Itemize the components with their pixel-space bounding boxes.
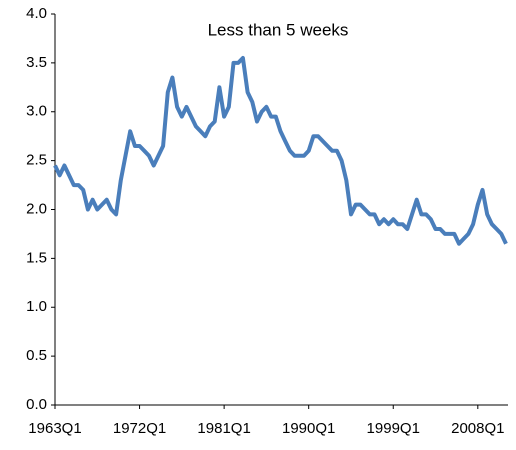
y-tick-label: 2.0 bbox=[26, 200, 47, 217]
y-tick-label: 2.5 bbox=[26, 152, 47, 169]
y-tick-label: 4.0 bbox=[26, 5, 47, 22]
y-tick-label: 3.0 bbox=[26, 103, 47, 120]
y-tick-label: 0.0 bbox=[26, 396, 47, 413]
x-tick-label: 1999Q1 bbox=[367, 420, 420, 437]
y-tick-label: 1.0 bbox=[26, 298, 47, 315]
data-line bbox=[53, 56, 508, 246]
y-tick-label: 0.5 bbox=[26, 347, 47, 364]
y-tick-label: 3.5 bbox=[26, 54, 47, 71]
y-tick-label: 1.5 bbox=[26, 249, 47, 266]
x-tick-label: 1963Q1 bbox=[28, 420, 81, 437]
x-tick-label: 1981Q1 bbox=[197, 420, 250, 437]
x-tick-label: 1972Q1 bbox=[113, 420, 166, 437]
x-tick-label: 2008Q1 bbox=[451, 420, 504, 437]
x-tick-label: 1990Q1 bbox=[282, 420, 335, 437]
chart-title: Less than 5 weeks bbox=[208, 20, 349, 39]
